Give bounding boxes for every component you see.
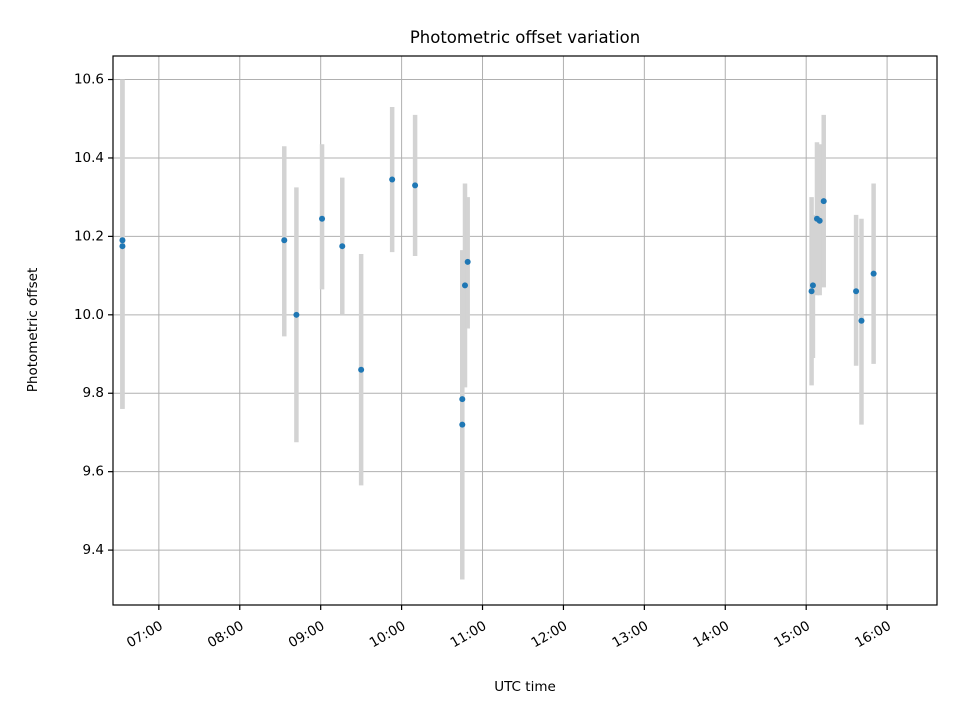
data-point bbox=[809, 282, 816, 289]
x-tick-label: 10:00 bbox=[367, 618, 409, 651]
axis-ticks: 07:00 08:00 09:00 10:00 11:00 12:00 13:00 14:00… bbox=[74, 72, 894, 652]
data-point bbox=[858, 317, 865, 324]
data-point bbox=[853, 288, 860, 295]
y-tick-label: 9.6 bbox=[83, 464, 104, 480]
data-point bbox=[808, 288, 815, 295]
x-tick-label: 11:00 bbox=[448, 618, 490, 651]
x-tick-label: 15:00 bbox=[771, 618, 813, 651]
chart-title: Photometric offset variation bbox=[410, 28, 640, 47]
y-tick-label: 10.6 bbox=[74, 72, 104, 88]
y-tick-label: 9.8 bbox=[83, 385, 104, 401]
data-point bbox=[119, 243, 126, 250]
y-tick-label: 10.2 bbox=[74, 228, 104, 244]
x-tick-label: 16:00 bbox=[852, 618, 894, 651]
grid bbox=[113, 56, 937, 605]
plot-frame bbox=[112, 55, 938, 606]
data-point bbox=[389, 176, 396, 183]
x-tick-label: 09:00 bbox=[286, 618, 328, 651]
data-point bbox=[319, 215, 326, 222]
data-point bbox=[459, 421, 466, 428]
y-tick-label: 10.0 bbox=[74, 307, 104, 323]
x-tick-label: 12:00 bbox=[529, 618, 571, 651]
data-point bbox=[459, 396, 466, 403]
data-point bbox=[412, 182, 419, 189]
x-axis-label: UTC time bbox=[494, 679, 556, 695]
data-points bbox=[119, 176, 877, 428]
y-axis-label: Photometric offset bbox=[25, 268, 41, 392]
data-point bbox=[464, 258, 471, 265]
x-tick-label: 08:00 bbox=[205, 618, 247, 651]
y-tick-label: 10.4 bbox=[74, 150, 104, 166]
y-tick-label: 9.4 bbox=[83, 542, 104, 558]
x-tick-label: 07:00 bbox=[124, 618, 166, 651]
data-point bbox=[339, 243, 346, 250]
data-point bbox=[293, 311, 300, 318]
error-bars bbox=[120, 79, 876, 580]
data-point bbox=[870, 270, 877, 277]
data-point bbox=[119, 237, 126, 244]
data-point bbox=[816, 217, 823, 224]
data-point bbox=[281, 237, 288, 244]
data-point bbox=[461, 282, 468, 289]
x-tick-label: 14:00 bbox=[690, 618, 732, 651]
data-point bbox=[820, 198, 827, 205]
x-tick-label: 13:00 bbox=[609, 618, 651, 651]
data-point bbox=[358, 366, 365, 373]
